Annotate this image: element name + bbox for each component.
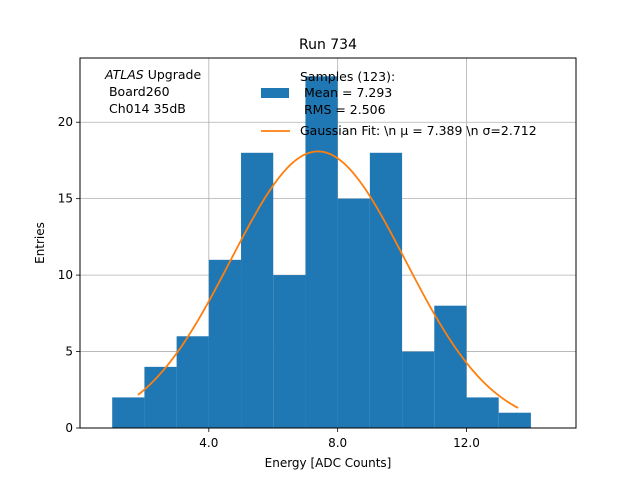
histogram-bar: [498, 412, 531, 428]
axis-ticks: 4.0 8.0 12.0 0 5 10 15 20: [58, 115, 480, 450]
y-axis-label: Entries: [33, 222, 47, 264]
histogram-bar: [466, 397, 499, 428]
x-tick-label: 8.0: [328, 436, 347, 450]
legend-samples-swatch: [261, 88, 289, 98]
x-tick-label: 4.0: [199, 436, 218, 450]
annotation-line-2: Board260: [105, 84, 170, 99]
annotation-atlas: ATLAS: [104, 67, 144, 82]
y-tick-label: 10: [58, 268, 73, 282]
chart-title: Run 734: [299, 37, 357, 53]
histogram-bar: [337, 198, 370, 428]
histogram-bar: [305, 76, 338, 428]
histogram-bar: [112, 397, 145, 428]
y-tick-label: 5: [65, 345, 73, 359]
y-tick-label: 20: [58, 115, 73, 129]
gaussian-fit-curve: [137, 150, 519, 409]
histogram-bar: [241, 152, 274, 428]
atlas-annotation: ATLAS Upgrade Board260 Ch014 35dB: [104, 67, 201, 116]
annotation-line-3: Ch014 35dB: [105, 101, 186, 116]
histogram-bar: [176, 336, 209, 428]
legend: Samples (123): Mean = 7.293 RMS = 2.506 …: [261, 69, 537, 138]
histogram-bar: [208, 259, 242, 428]
plot-frame: [79, 57, 577, 429]
y-tick-label: 15: [58, 192, 73, 206]
histogram-bar: [144, 366, 177, 428]
histogram-bars: [112, 76, 531, 428]
x-tick-label: 12.0: [453, 436, 480, 450]
annotation-upgrade: Upgrade: [144, 67, 202, 82]
histogram-bar: [402, 351, 435, 428]
gaussian-fit-layer: [137, 150, 519, 409]
legend-samples-mean: Mean = 7.293: [300, 85, 392, 100]
histogram-bar: [434, 305, 467, 428]
legend-samples-line-1: Samples (123):: [300, 69, 395, 84]
x-axis-label: Energy [ADC Counts]: [265, 456, 392, 470]
histogram-bar: [369, 152, 403, 428]
annotation-line-1: ATLAS Upgrade: [104, 67, 201, 82]
legend-samples-rms: RMS = 2.506: [300, 102, 386, 117]
y-tick-label: 0: [65, 421, 73, 435]
histogram-bar: [273, 275, 306, 428]
legend-fit-label: Gaussian Fit: \n μ = 7.389 \n σ=2.712: [300, 123, 537, 138]
